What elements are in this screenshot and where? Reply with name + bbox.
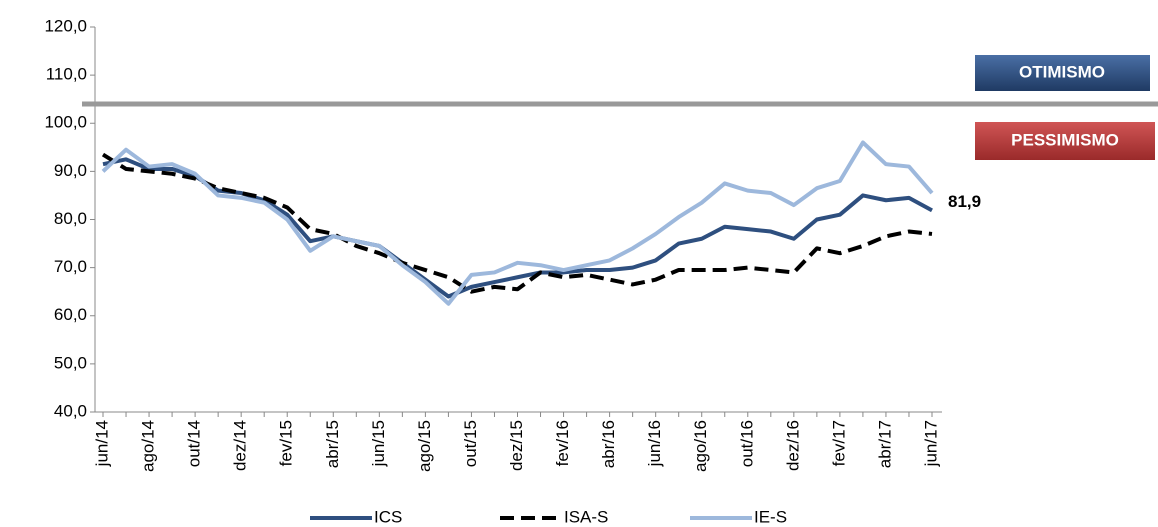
x-tick-label: fev/15	[277, 420, 296, 466]
x-tick-label: dez/14	[231, 420, 250, 471]
series-line	[101, 152, 933, 294]
x-tick-label: out/16	[737, 420, 756, 467]
x-tick-label: out/15	[461, 420, 480, 467]
legend-label: ISA-S	[564, 507, 608, 526]
data-label: 81,9	[948, 192, 981, 211]
series-line	[101, 140, 934, 306]
optimism-box	[975, 55, 1150, 91]
y-tick-label: 90,0	[54, 161, 87, 180]
x-tick-label: ago/15	[415, 420, 434, 472]
x-tick-label: fev/16	[553, 420, 572, 466]
optimism-label: OTIMISMO	[1019, 62, 1105, 81]
x-tick-label: ago/14	[139, 420, 158, 472]
x-tick-label: jun/15	[369, 420, 388, 467]
y-tick-label: 50,0	[54, 353, 87, 372]
x-tick-label: abr/16	[599, 420, 618, 468]
y-tick-label: 110,0	[46, 65, 87, 84]
y-tick-label: 100,0	[44, 113, 87, 132]
y-tick-label: 60,0	[54, 305, 87, 324]
x-tick-label: dez/16	[783, 420, 802, 471]
y-tick-label: 80,0	[54, 209, 87, 228]
x-tick-label: ago/16	[691, 420, 710, 472]
y-tick-label: 70,0	[54, 257, 87, 276]
x-tick-label: abr/17	[875, 420, 894, 468]
pessimism-box	[975, 122, 1155, 160]
x-tick-label: fev/17	[829, 420, 848, 466]
series-line	[102, 157, 933, 299]
y-tick-label: 120,0	[44, 16, 87, 35]
x-tick-label: dez/15	[507, 420, 526, 471]
pessimism-label: PESSIMISMO	[1011, 130, 1119, 149]
x-tick-label: jun/14	[92, 420, 111, 467]
y-tick-label: 40,0	[54, 401, 87, 420]
x-tick-label: jun/17	[921, 420, 940, 467]
legend-label: IE-S	[754, 507, 787, 526]
x-tick-label: abr/15	[323, 420, 342, 468]
x-tick-label: out/14	[185, 420, 204, 467]
x-tick-label: jun/16	[645, 420, 664, 467]
legend-label: ICS	[374, 507, 402, 526]
